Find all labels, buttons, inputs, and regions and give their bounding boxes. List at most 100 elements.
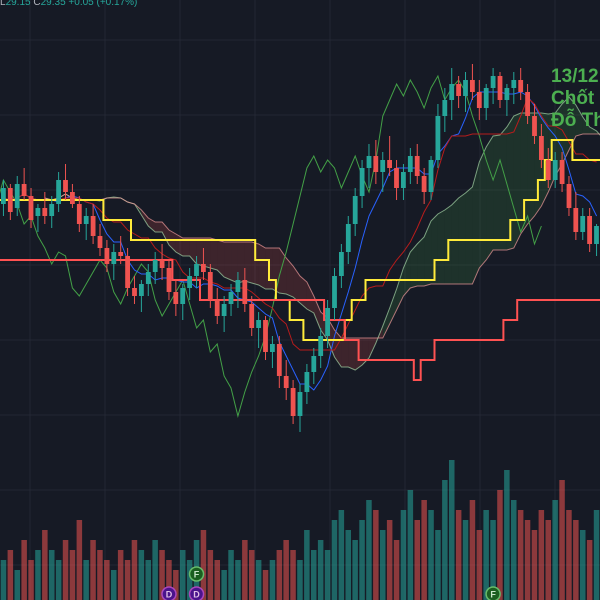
volume-bar [214,560,220,600]
candle-body [228,292,234,304]
volume-bar [124,560,131,600]
candle-body [145,272,151,284]
candle-body [49,204,55,216]
volume-bar [42,530,48,600]
legend-low-label: L [0,0,6,8]
candle-body [476,92,482,108]
volume-bar [69,550,76,600]
candle-body [42,208,48,216]
candle-body [490,76,496,88]
candle-body [263,320,268,352]
candle-body [532,116,537,136]
candle-body [132,288,137,296]
cloud-segment [465,187,473,284]
volume-bar [145,560,151,600]
volume-bar [573,520,579,600]
candle-body [290,388,296,416]
cloud-segment [479,147,487,268]
volume-bar [538,510,545,600]
cloud-segment [403,252,411,296]
volume-bar [166,560,172,600]
candle-body [518,80,524,92]
volume-bar [90,540,96,600]
candle-body [414,156,420,176]
cloud-segment [313,296,321,330]
candle-body [428,160,434,192]
cloud-segment [237,242,245,283]
candle-body [449,84,455,100]
volume-bar [262,570,269,600]
candle-body [339,252,344,276]
candle-body [504,88,510,100]
volume-bar [580,530,586,600]
volume-bar [76,520,83,600]
candle-body [83,216,89,224]
candle-body [345,224,351,252]
candle-body [587,216,592,244]
cloud-segment [500,127,507,250]
annotation-action: Chốt [551,88,595,109]
volume-bar [345,530,351,600]
volume-bar [531,530,538,600]
volume-bar [386,520,393,600]
ohlc-legend: L29.15 C29.35 +0.05 (+0.17%) [0,0,137,8]
volume-bar [131,540,138,600]
candle-body [270,344,275,352]
annotation-date: 13/12 [551,66,599,87]
volume-bar [442,480,448,600]
volume-bar [586,540,593,600]
volume-bar [242,540,248,600]
volume-bar [324,550,331,600]
candle-body [118,252,124,256]
volume-bar [435,530,441,600]
event-marker-label: D [193,590,200,600]
cloud-segment [258,244,266,289]
financials-marker [188,566,205,582]
volume-bar [552,500,558,600]
candle-body [366,156,372,168]
chikou-span-line [0,74,542,418]
candle-body [373,156,379,172]
candle-body [566,184,572,208]
cloud-segment [368,338,376,358]
candle-body [483,88,489,108]
volume-bar [104,560,110,600]
candle-body [325,308,330,336]
candle-body [249,304,255,328]
candle-body [318,336,324,356]
volume-bar [331,520,338,600]
volume-bar [593,510,600,600]
candle-body [311,356,317,372]
volume-bar [269,560,276,600]
volume-bar [317,540,324,600]
volume-bar [21,540,27,600]
candle-body [104,248,110,264]
volume-bar [276,550,283,600]
candle-body [594,226,599,244]
volume-bar [393,540,400,600]
cloud-segment [203,238,211,268]
candle-body [187,276,192,288]
candle-body [297,392,303,416]
kijun-sen-line [3,97,597,351]
cloud-segment [306,282,314,313]
event-marker-label: F [194,570,200,580]
cloud-segment [472,162,480,284]
event-marker-label: F [490,590,496,600]
cloud-segment [410,244,418,288]
event-marker-label: D [166,590,173,600]
cloud-segment [251,242,259,285]
candle-body [159,260,165,268]
candle-body [173,292,179,304]
candle-body [201,264,206,272]
volume-bar [62,540,69,600]
volume-bar [524,520,531,600]
candle-body [401,172,406,188]
volume-bar [476,530,483,600]
volume-bar [511,500,517,600]
volume-bar [545,520,551,600]
cloud-segment [562,97,569,164]
candle-body [539,136,544,160]
cloud-segment [486,136,494,260]
